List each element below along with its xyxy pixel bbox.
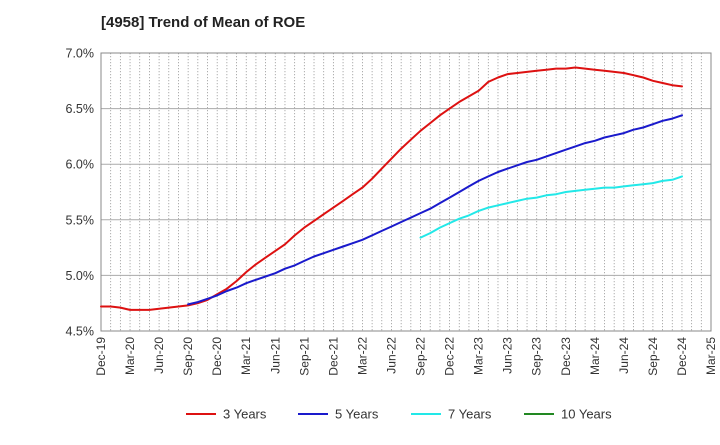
x-tick-label: Jun-24 — [617, 337, 631, 374]
x-tick-label: Jun-20 — [152, 337, 166, 374]
y-tick-label: 4.5% — [66, 325, 95, 339]
x-tick-label: Sep-24 — [646, 337, 660, 376]
legend-label: 10 Years — [561, 407, 612, 422]
x-tick-label: Dec-24 — [675, 337, 689, 376]
plot-frame — [100, 52, 712, 332]
x-tick-label: Sep-21 — [297, 337, 311, 376]
legend-label: 3 Years — [223, 407, 267, 422]
series-line — [100, 66, 683, 311]
x-tick-label: Jun-22 — [384, 337, 398, 374]
x-tick-label: Mar-21 — [239, 337, 253, 375]
y-tick-label: 5.5% — [66, 213, 95, 227]
y-tick-label: 6.0% — [66, 158, 95, 172]
y-tick-label: 7.0% — [66, 47, 95, 61]
x-tick-label: Dec-23 — [559, 337, 573, 376]
series-line — [419, 175, 683, 239]
x-tick-label: Mar-24 — [588, 337, 602, 375]
series-line — [187, 114, 683, 306]
y-tick-label: 5.0% — [66, 269, 95, 283]
x-tick-label: Sep-20 — [181, 337, 195, 376]
x-tick-label: Sep-22 — [414, 337, 428, 376]
x-tick-label: Mar-20 — [123, 337, 137, 375]
x-tick-label: Mar-25 — [704, 337, 718, 375]
chart-title: [4958] Trend of Mean of ROE — [101, 14, 306, 31]
y-tick-label: 6.5% — [66, 102, 95, 116]
legend-label: 7 Years — [448, 407, 492, 422]
x-tick-label: Dec-22 — [443, 337, 457, 376]
x-tick-label: Mar-22 — [355, 337, 369, 375]
x-tick-label: Dec-19 — [94, 337, 108, 376]
x-tick-label: Jun-23 — [501, 337, 515, 374]
x-tick-label: Dec-21 — [326, 337, 340, 376]
x-tick-label: Sep-23 — [530, 337, 544, 376]
x-tick-label: Mar-23 — [472, 337, 486, 375]
legend-label: 5 Years — [335, 407, 379, 422]
x-tick-label: Jun-21 — [268, 337, 282, 374]
x-tick-label: Dec-20 — [210, 337, 224, 376]
